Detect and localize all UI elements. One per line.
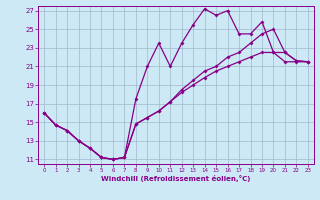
X-axis label: Windchill (Refroidissement éolien,°C): Windchill (Refroidissement éolien,°C) — [101, 175, 251, 182]
